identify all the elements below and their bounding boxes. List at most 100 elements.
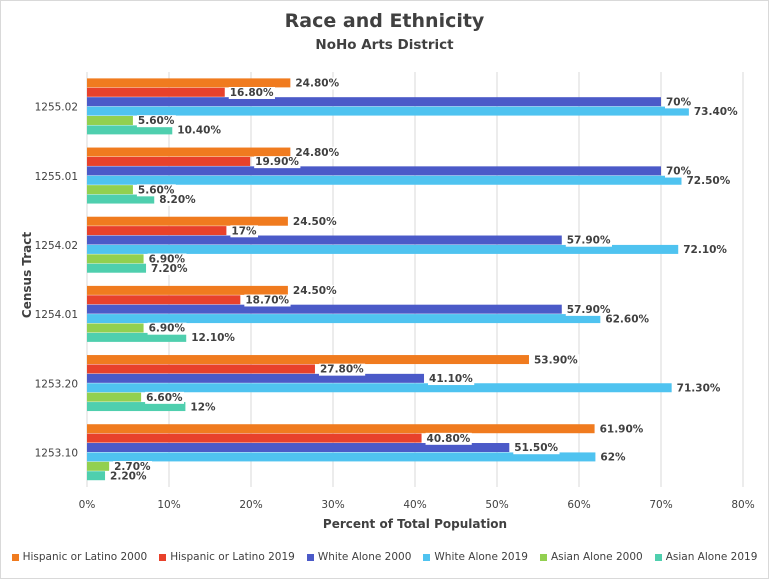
bars bbox=[87, 78, 689, 481]
data-label-background bbox=[291, 285, 339, 298]
data-label-background bbox=[692, 105, 740, 118]
legend-swatch bbox=[539, 553, 547, 561]
gridlines bbox=[86, 72, 744, 487]
bar bbox=[87, 355, 529, 365]
data-label-background bbox=[109, 470, 148, 483]
bar bbox=[87, 254, 144, 264]
bar bbox=[87, 461, 110, 471]
x-tick-label: 30% bbox=[321, 499, 344, 511]
data-label: 16.80% bbox=[230, 87, 274, 99]
data-label: 5.60% bbox=[138, 115, 175, 127]
y-tick-label: 1253.10 bbox=[35, 447, 78, 459]
bar bbox=[87, 433, 422, 443]
bar bbox=[87, 402, 186, 412]
data-label: 53.90% bbox=[534, 354, 578, 366]
data-label: 17% bbox=[231, 225, 257, 237]
bar bbox=[87, 373, 425, 383]
data-label-background bbox=[189, 401, 218, 414]
data-label-background bbox=[244, 294, 291, 307]
x-tick-label: 40% bbox=[403, 499, 426, 511]
x-tick-label: 0% bbox=[79, 499, 96, 511]
data-label: 72.10% bbox=[683, 244, 727, 256]
data-label-background bbox=[682, 244, 729, 257]
data-label: 2.70% bbox=[114, 461, 151, 473]
legend-label: Hispanic or Latino 2000 bbox=[22, 551, 148, 563]
x-tick-label: 70% bbox=[649, 499, 672, 511]
data-label: 73.40% bbox=[694, 106, 738, 118]
data-label: 5.60% bbox=[138, 184, 175, 196]
legend-label: Hispanic or Latino 2019 bbox=[170, 551, 295, 563]
data-label: 6.60% bbox=[146, 392, 183, 404]
data-label-background bbox=[599, 451, 628, 464]
y-tick-label: 1253.20 bbox=[35, 378, 78, 390]
chart-title: Race and Ethnicity bbox=[284, 10, 485, 32]
data-label: 62% bbox=[600, 452, 626, 464]
bar bbox=[87, 452, 596, 462]
legend-item: Asian Alone 2000 bbox=[539, 551, 643, 563]
data-label: 2.20% bbox=[110, 470, 147, 482]
data-label-background bbox=[513, 442, 560, 455]
legend-swatch bbox=[11, 553, 19, 561]
bar bbox=[87, 175, 682, 185]
data-label-background bbox=[294, 77, 341, 90]
data-label-background bbox=[565, 303, 612, 316]
x-tick-label: 50% bbox=[485, 499, 508, 511]
y-tick-label: 1254.02 bbox=[35, 240, 78, 252]
data-label: 8.20% bbox=[159, 194, 196, 206]
legend-label: Asian Alone 2000 bbox=[550, 551, 643, 563]
bar bbox=[87, 392, 142, 402]
data-label: 12.10% bbox=[191, 332, 235, 344]
data-label-background bbox=[428, 373, 475, 386]
bar bbox=[87, 244, 679, 254]
data-label: 10.40% bbox=[177, 125, 221, 137]
bar bbox=[87, 125, 173, 135]
data-label: 6.90% bbox=[149, 254, 186, 266]
bar bbox=[87, 156, 251, 166]
data-label: 40.80% bbox=[427, 433, 471, 445]
data-label-background bbox=[565, 234, 612, 247]
legend-swatch bbox=[159, 553, 167, 561]
legend-item: White Alone 2019 bbox=[423, 551, 528, 563]
bar bbox=[87, 314, 601, 324]
data-label-background bbox=[532, 354, 580, 367]
x-tick-labels: 0% 10% 20% 30% 40% 50% 60% 70% 80% bbox=[79, 499, 755, 511]
data-label-background bbox=[147, 253, 187, 266]
data-label: 24.50% bbox=[293, 216, 337, 228]
data-label: 41.10% bbox=[429, 373, 473, 385]
legend-item: White Alone 2000 bbox=[306, 551, 411, 563]
bar bbox=[87, 295, 241, 305]
data-label: 61.90% bbox=[600, 423, 644, 435]
data-label: 24.50% bbox=[293, 285, 337, 297]
data-label: 24.80% bbox=[295, 147, 339, 159]
data-label: 57.90% bbox=[567, 304, 611, 316]
x-axis-title: Percent of Total Population bbox=[323, 517, 507, 531]
data-label-background bbox=[604, 313, 651, 326]
data-label: 62.60% bbox=[605, 313, 649, 325]
bar bbox=[87, 78, 291, 88]
bar bbox=[87, 166, 661, 176]
legend-label: White Alone 2019 bbox=[434, 551, 528, 563]
data-label: 57.90% bbox=[567, 235, 611, 247]
data-label: 70% bbox=[666, 166, 692, 178]
data-label-background bbox=[150, 262, 189, 275]
data-label-background bbox=[145, 391, 185, 404]
data-label-background bbox=[176, 124, 223, 137]
data-labels: 24.80%16.80%70%73.40%5.60%10.40%24.80%19… bbox=[109, 77, 740, 483]
data-label-background bbox=[136, 184, 176, 197]
legend-swatch bbox=[654, 553, 662, 561]
data-label-background bbox=[425, 432, 472, 445]
data-label-background bbox=[291, 215, 339, 228]
x-tick-label: 20% bbox=[239, 499, 262, 511]
data-label-background bbox=[228, 86, 275, 99]
x-tick-label: 60% bbox=[567, 499, 590, 511]
data-label-background bbox=[665, 96, 693, 109]
bar bbox=[87, 323, 144, 333]
data-label: 27.80% bbox=[320, 364, 364, 376]
data-label-background bbox=[685, 174, 732, 187]
data-label: 72.50% bbox=[687, 175, 731, 187]
bar bbox=[87, 194, 155, 204]
y-tick-label: 1255.01 bbox=[35, 171, 78, 183]
y-tick-label: 1255.02 bbox=[35, 102, 78, 114]
bar bbox=[87, 471, 106, 481]
